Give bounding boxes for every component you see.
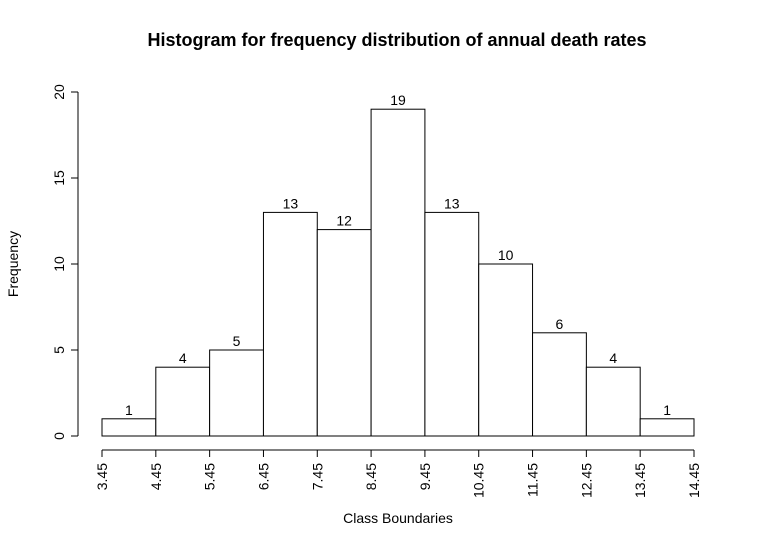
bar-value-label: 19 — [390, 92, 406, 108]
bar-value-label: 4 — [609, 350, 617, 366]
bars-group — [101, 108, 695, 437]
bar-value-label: 4 — [179, 350, 187, 366]
bar — [585, 366, 641, 437]
y-axis-label: Frequency — [5, 231, 21, 297]
x-tick-label: 12.45 — [578, 463, 594, 498]
x-tick-label: 14.45 — [686, 463, 702, 498]
bar-value-label: 1 — [125, 402, 133, 418]
x-axis: 3.45 4.45 5.45 6.45 7.45 8.45 9.45 10.45 11.45 12… — [94, 449, 702, 498]
bar — [101, 418, 157, 437]
x-tick-label: 4.45 — [148, 463, 164, 490]
x-tick-label: 9.45 — [417, 463, 433, 490]
x-tick-label: 11.45 — [525, 463, 541, 497]
chart-title: Histogram for frequency distribution of … — [147, 30, 646, 50]
bar-value-label: 12 — [336, 213, 352, 229]
x-tick-label: 3.45 — [94, 463, 110, 490]
bar — [262, 211, 318, 437]
bar-value-label: 6 — [556, 316, 564, 332]
bar — [209, 349, 264, 437]
bar-labels-group: 1 4 5 13 12 19 13 10 6 4 1 — [125, 92, 671, 418]
bar-value-label: 13 — [283, 195, 299, 211]
bar — [316, 229, 372, 437]
bar-value-label: 5 — [233, 333, 241, 349]
x-tick-label: 7.45 — [309, 463, 325, 490]
bar — [370, 108, 426, 437]
y-tick-label: 0 — [51, 432, 67, 440]
bar-value-label: 1 — [663, 402, 671, 418]
x-tick-label: 8.45 — [363, 463, 379, 490]
x-tick-label: 13.45 — [632, 463, 648, 498]
bar — [424, 211, 480, 437]
x-axis-label: Class Boundaries — [343, 510, 453, 526]
x-tick-label: 6.45 — [255, 463, 271, 490]
y-tick-label: 10 — [51, 256, 67, 272]
bar — [639, 418, 695, 437]
y-tick-label: 15 — [51, 170, 67, 186]
bar — [532, 332, 587, 437]
x-tick-label: 10.45 — [471, 463, 487, 498]
bar-value-label: 10 — [498, 247, 514, 263]
bar — [155, 366, 211, 437]
bar — [478, 263, 534, 437]
x-tick-label: 5.45 — [202, 463, 218, 490]
y-tick-label: 20 — [51, 84, 67, 100]
y-tick-label: 5 — [51, 346, 67, 354]
bar-value-label: 13 — [444, 195, 460, 211]
y-axis: 0 5 10 15 20 — [51, 84, 79, 440]
